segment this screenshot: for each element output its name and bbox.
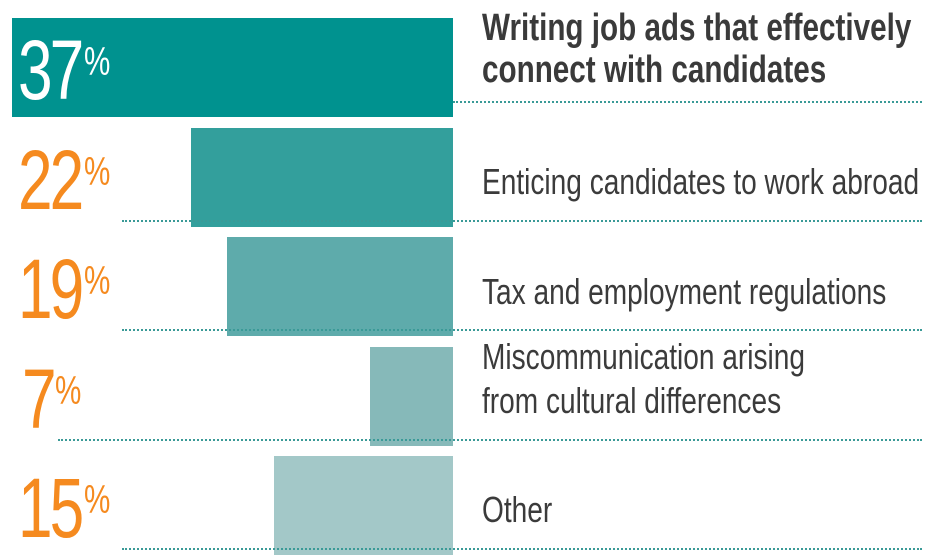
value-label-2: 22% xyxy=(18,138,119,222)
category-label-4-line-2: from cultural differences xyxy=(482,380,782,421)
value-label-3: 19% xyxy=(18,247,119,331)
value-number: 19 xyxy=(18,242,84,336)
dotted-guide-3 xyxy=(122,329,922,331)
category-label-4-line-1: Miscommunication arising xyxy=(482,336,806,377)
value-label-4: 7% xyxy=(22,357,91,441)
percent-sign: % xyxy=(83,149,110,194)
percent-sign: % xyxy=(83,259,110,303)
dotted-guide-2 xyxy=(122,219,922,222)
value-number: 15 xyxy=(18,461,84,555)
value-number: 7 xyxy=(22,351,57,446)
percent-sign: % xyxy=(83,478,110,522)
category-label-1-line-1: Writing job ads that effectively xyxy=(482,7,912,49)
value-label-5: 15% xyxy=(18,466,119,550)
bar-5 xyxy=(274,456,453,555)
category-label-1-line-2: connect with candidates xyxy=(482,49,827,91)
dotted-guide-5 xyxy=(122,548,922,550)
category-label-5-line-1: Other xyxy=(482,489,553,530)
value-number: 37 xyxy=(18,23,84,117)
value-label-1: 37% xyxy=(18,28,119,112)
bar-3 xyxy=(226,237,453,336)
bar-1 xyxy=(12,18,453,117)
dotted-guide-1 xyxy=(453,101,922,103)
bar-2 xyxy=(190,127,453,227)
percent-sign: % xyxy=(55,368,82,413)
category-label-3-line-1: Tax and employment regulations xyxy=(482,271,887,312)
percent-sign: % xyxy=(83,40,110,84)
dotted-guide-4 xyxy=(58,438,922,441)
category-label-2-line-1: Enticing candidates to work abroad xyxy=(482,161,920,202)
bar-4 xyxy=(369,346,453,446)
value-number: 22 xyxy=(18,132,84,227)
